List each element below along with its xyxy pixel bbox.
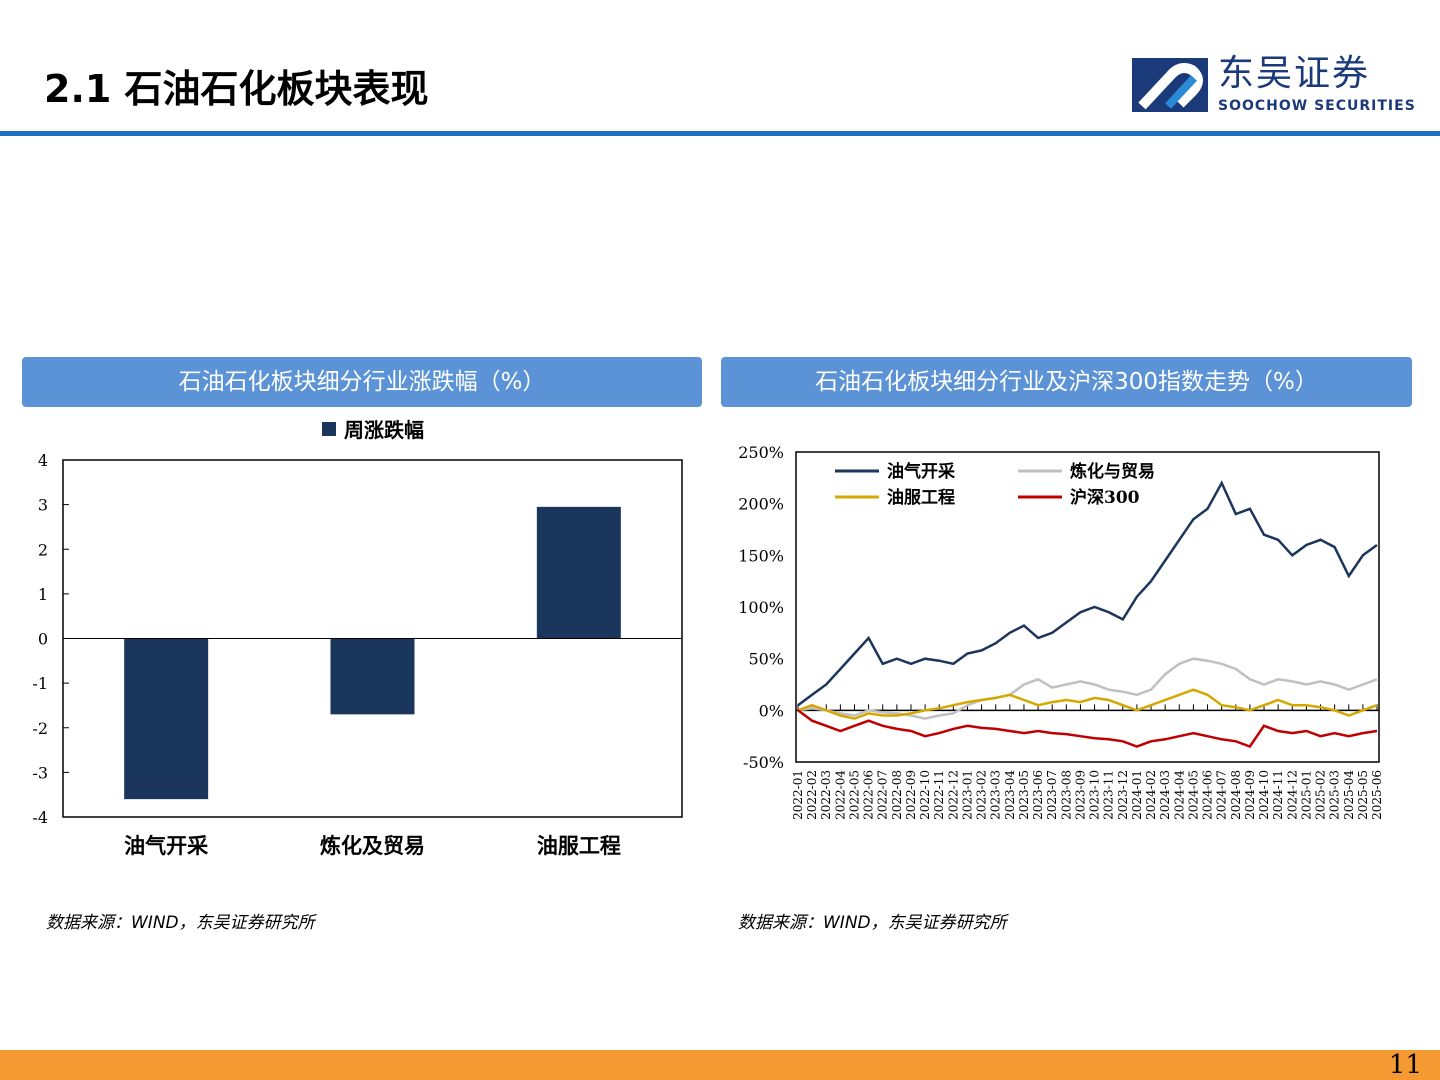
page-title: 2.1 石油石化板块表现 <box>44 67 429 111</box>
x-tick-label: 2022-01 <box>791 770 805 820</box>
x-tick-label: 2023-02 <box>975 770 989 820</box>
legend-label: 沪深300 <box>1070 487 1140 508</box>
x-tick-label: 2024-03 <box>1158 770 1172 820</box>
y-tick-label: 2 <box>38 540 48 559</box>
bar <box>330 638 415 715</box>
x-tick-label: 2023-07 <box>1045 770 1059 820</box>
legend-label: 炼化与贸易 <box>1070 461 1155 482</box>
x-tick-label: 2024-08 <box>1229 770 1243 820</box>
y-tick-label: 50% <box>748 650 784 669</box>
legend-label: 油服工程 <box>887 487 955 508</box>
x-tick-label: 2024-06 <box>1201 770 1215 820</box>
line-chart: 250%200%150%100%50%0%-50%2022-01 2022-02 2… <box>738 443 1384 820</box>
series-line-1 <box>797 657 1378 720</box>
x-tick-label: 2024-10 <box>1257 770 1271 820</box>
x-tick-label: 2022-10 <box>918 770 932 820</box>
x-tick-label: 2025-03 <box>1328 770 1342 820</box>
legend-label: 周涨跌幅 <box>344 418 424 442</box>
x-tick-label: 2025-05 <box>1356 770 1370 820</box>
y-tick-label: 1 <box>38 585 48 604</box>
x-tick-label: 2024-11 <box>1271 770 1285 820</box>
x-tick-label: 2022-09 <box>904 770 918 820</box>
logo-cn: 东吴证券 <box>1218 53 1371 94</box>
x-tick-label: 2024-02 <box>1144 770 1158 820</box>
x-tick-label: 2024-09 <box>1243 770 1257 820</box>
x-tick-label: 2024-04 <box>1172 770 1186 820</box>
y-tick-label: -1 <box>32 674 48 693</box>
x-tick-label: 2023-10 <box>1088 770 1102 820</box>
x-tick-label: 2023-11 <box>1102 770 1116 820</box>
x-tick-label: 油气开采 <box>124 833 208 858</box>
x-tick-label: 2023-12 <box>1116 770 1130 820</box>
logo-en: SOOCHOW SECURITIES <box>1218 98 1416 114</box>
y-tick-label: -50% <box>743 753 784 772</box>
x-tick-label: 2024-12 <box>1285 770 1299 820</box>
x-tick-label: 2025-04 <box>1342 770 1356 820</box>
x-tick-label: 2023-04 <box>1003 770 1017 820</box>
line-chart-source: 数据来源：WIND，东吴证券研究所 <box>738 913 1007 933</box>
x-tick-label: 2022-12 <box>946 770 960 820</box>
x-tick-label: 2022-02 <box>805 770 819 820</box>
x-tick-label: 2024-01 <box>1130 770 1144 820</box>
line-chart-title: 石油石化板块细分行业及沪深300指数走势（%） <box>721 357 1412 407</box>
x-tick-label: 油服工程 <box>537 833 621 858</box>
x-tick-label: 2025-02 <box>1314 770 1328 820</box>
y-tick-label: 3 <box>38 496 48 515</box>
y-tick-label: -4 <box>32 808 48 827</box>
x-tick-label: 2023-09 <box>1073 770 1087 820</box>
bar-chart-title: 石油石化板块细分行业涨跌幅（%） <box>22 357 702 407</box>
y-tick-label: 0% <box>759 701 784 720</box>
y-tick-label: -2 <box>32 719 48 738</box>
footer-bar <box>0 1050 1440 1080</box>
series-line-2 <box>797 688 1378 720</box>
x-tick-label: 2022-07 <box>876 770 890 820</box>
y-tick-label: 0 <box>38 630 48 649</box>
company-logo: 东吴证券 SOOCHOW SECURITIES <box>1132 54 1422 116</box>
y-tick-label: 250% <box>738 443 784 462</box>
y-tick-label: 150% <box>738 546 784 565</box>
x-tick-label: 2024-05 <box>1186 770 1200 820</box>
y-tick-label: 4 <box>38 451 48 470</box>
legend-label: 油气开采 <box>887 461 955 482</box>
header-divider <box>0 131 1440 136</box>
x-tick-label: 2022-05 <box>848 770 862 820</box>
x-tick-label: 2023-03 <box>989 770 1003 820</box>
bar <box>124 638 209 800</box>
bar-chart-source: 数据来源：WIND，东吴证券研究所 <box>46 913 315 933</box>
y-tick-label: 100% <box>738 598 784 617</box>
x-tick-label: 2023-05 <box>1017 770 1031 820</box>
x-tick-label: 2023-01 <box>961 770 975 820</box>
x-tick-label: 2022-04 <box>833 770 847 820</box>
series-line-0 <box>797 480 1378 707</box>
x-tick-label: 2022-06 <box>862 770 876 820</box>
y-tick-label: -3 <box>32 763 48 782</box>
y-tick-label: 200% <box>738 495 784 514</box>
legend-swatch <box>322 422 336 436</box>
logo-mark-icon <box>1132 58 1208 112</box>
series-line-3 <box>797 709 1378 749</box>
x-tick-label: 炼化及贸易 <box>320 833 425 858</box>
page-number: 11 <box>1388 1050 1422 1080</box>
x-tick-label: 2024-07 <box>1215 770 1229 820</box>
x-tick-label: 2022-08 <box>890 770 904 820</box>
x-tick-label: 2022-03 <box>819 770 833 820</box>
x-tick-label: 2025-01 <box>1299 770 1313 820</box>
x-tick-label: 2025-06 <box>1370 770 1384 820</box>
x-tick-label: 2023-06 <box>1031 770 1045 820</box>
bar <box>536 506 621 639</box>
plot-frame <box>795 451 1380 763</box>
x-tick-label: 2022-11 <box>932 770 946 820</box>
x-tick-label: 2023-08 <box>1059 770 1073 820</box>
